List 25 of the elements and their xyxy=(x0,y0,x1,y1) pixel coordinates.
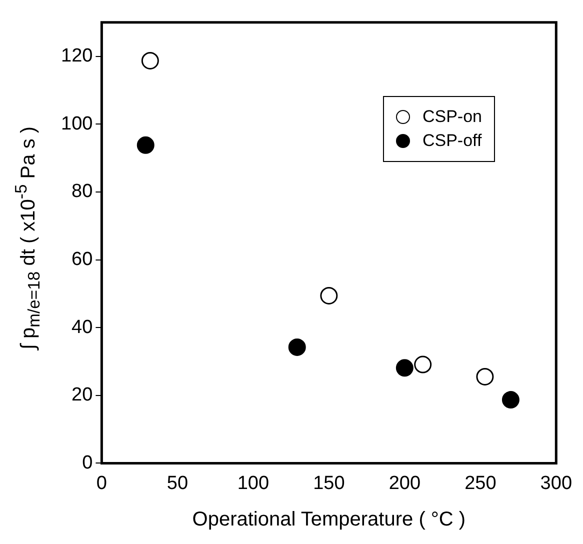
x-tick-label: 150 xyxy=(313,472,345,494)
point xyxy=(136,136,154,154)
x-tick-label: 300 xyxy=(540,472,572,494)
x-tick-label: 200 xyxy=(388,472,421,494)
x-axis-title: Operational Temperature ( °C ) xyxy=(192,508,466,531)
x-tick-label: 100 xyxy=(237,472,270,494)
point xyxy=(414,356,432,374)
x-tick-label: 50 xyxy=(166,472,188,494)
point xyxy=(288,338,306,356)
y-tick-label: 60 xyxy=(72,248,93,270)
legend-label: CSP-on xyxy=(422,107,482,127)
x-tick-label: 250 xyxy=(464,472,496,494)
y-tick-label: 80 xyxy=(72,181,93,202)
legend-label: CSP-off xyxy=(422,131,482,151)
point xyxy=(141,52,159,70)
y-tick-label: 0 xyxy=(82,452,93,474)
point xyxy=(396,359,414,377)
y-tick-label: 120 xyxy=(61,46,93,67)
x-tick-label: 0 xyxy=(96,472,107,494)
y-tick-label: 20 xyxy=(72,384,93,406)
point xyxy=(320,286,338,304)
point xyxy=(476,368,494,386)
point xyxy=(502,391,520,409)
y-tick-label: 40 xyxy=(72,316,93,338)
y-tick-label: 100 xyxy=(61,113,93,134)
